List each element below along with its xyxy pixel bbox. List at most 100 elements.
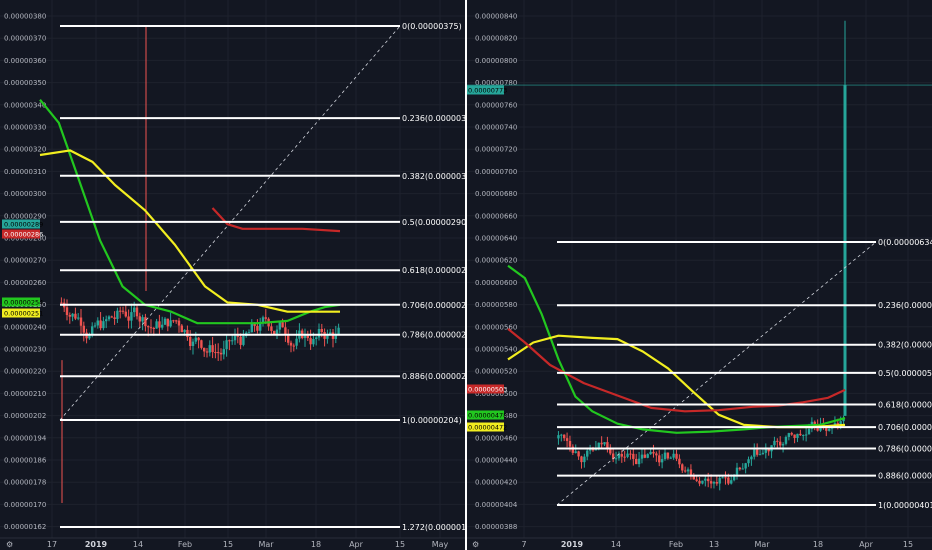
y-axis-tick-label: 0.00000660 — [475, 212, 517, 220]
candle-body — [643, 454, 647, 458]
price-tag — [466, 410, 504, 420]
candle-body — [586, 450, 589, 457]
moving-average-line[interactable] — [507, 328, 846, 413]
moving-average-line[interactable] — [39, 149, 340, 313]
candle-body — [637, 458, 641, 465]
chart-settings-icon[interactable]: ⚙ — [472, 540, 479, 549]
candle-body — [672, 453, 675, 458]
candle-body — [611, 453, 615, 459]
fib-level-label: 0.236(0.00000578) — [878, 301, 932, 310]
candle-body — [281, 322, 284, 328]
y-axis-tick-label: 0.00000260 — [4, 279, 46, 287]
candle-body — [259, 323, 262, 331]
candle-body — [724, 477, 727, 479]
candle-body — [753, 449, 756, 457]
candle-body — [77, 317, 80, 319]
candle-body — [655, 453, 658, 456]
candle-body — [130, 312, 133, 321]
candle-body — [683, 470, 687, 472]
candle-body — [799, 433, 802, 436]
candle-body — [261, 317, 265, 324]
candle-body — [632, 453, 635, 459]
price-tag — [466, 422, 504, 432]
y-axis-tick-label: 0.00000240 — [4, 323, 46, 331]
y-axis-tick-label: 0.00000270 — [4, 257, 46, 265]
candle-body — [337, 327, 340, 335]
candle-body — [580, 456, 583, 463]
candle-body — [557, 435, 560, 439]
chart-settings-icon[interactable]: ⚙ — [6, 540, 13, 549]
candle-body — [124, 311, 127, 317]
candle-body — [571, 446, 575, 453]
candle-body — [577, 451, 580, 457]
candle-body — [141, 317, 144, 322]
fib-level-label: 0.382(0.00000310) — [402, 172, 466, 181]
candle-body — [214, 352, 217, 354]
candle-body — [116, 310, 119, 319]
x-axis-tick-label: 14 — [133, 540, 143, 549]
panel-divider[interactable] — [465, 0, 467, 550]
candle-body — [236, 335, 239, 337]
candle-body — [603, 442, 606, 445]
y-axis-tick-label: 0.00000640 — [475, 235, 517, 243]
candle-body — [663, 452, 667, 460]
x-axis-tick-label: Mar — [258, 540, 274, 549]
right-price-chart[interactable]: 0.00000840 0.00000820 0.00000800 0.00000780… — [466, 0, 932, 550]
candle-body — [264, 317, 267, 319]
fib-level-label: 0.786(0.00000451) — [878, 445, 932, 454]
y-axis-tick-label: 0.00000202 — [4, 412, 46, 420]
candle-body — [217, 352, 220, 354]
fib-level-label: 0.618(0.00000490) — [878, 401, 932, 410]
candle-body — [256, 325, 259, 331]
candle-body — [326, 334, 329, 339]
x-axis-tick-label: Mar — [754, 540, 770, 549]
candle-body — [773, 440, 776, 446]
candle-body — [239, 336, 242, 345]
candle-body — [99, 320, 102, 329]
y-axis-tick-label: 0.00000170 — [4, 501, 46, 509]
candle-body — [197, 337, 200, 341]
price-tag — [466, 85, 504, 95]
candle-body — [107, 316, 111, 320]
fib-trend-line[interactable] — [59, 25, 401, 421]
candle-body — [194, 337, 197, 342]
candle-body — [678, 458, 681, 465]
candle-body — [646, 454, 649, 458]
y-axis-tick-label: 0.00000220 — [4, 368, 46, 376]
candle-body — [629, 453, 632, 455]
candle-body — [60, 302, 63, 304]
price-tag-label: 0.00000289 — [4, 221, 43, 229]
x-axis-tick-label: 7 — [521, 540, 526, 549]
y-axis-tick-label: 0.00000162 — [4, 523, 46, 531]
candle-body — [295, 338, 298, 346]
candle-body — [704, 478, 707, 481]
candle-body — [309, 338, 312, 345]
x-axis-tick-label: 2019 — [85, 540, 108, 549]
candle-body — [675, 453, 678, 459]
candle-body — [626, 453, 629, 457]
y-axis-tick-label: 0.00000700 — [475, 168, 517, 176]
left-price-chart[interactable]: 0.00000380 0.00000370 0.00000360 0.00000350… — [0, 0, 466, 550]
candle-body — [609, 447, 612, 454]
candle-body — [275, 329, 279, 335]
candle-body — [790, 433, 793, 435]
candle-body — [686, 469, 690, 472]
fib-level-label: 0(0.00000375) — [402, 22, 462, 31]
candle-body — [113, 317, 116, 319]
candle-body — [779, 441, 782, 446]
candle-body — [689, 469, 693, 476]
x-axis-tick-label: May — [432, 540, 449, 549]
candle-body — [289, 342, 293, 346]
candle-body — [149, 327, 153, 329]
fib-level-label: 0.706(0.00000470) — [878, 423, 932, 432]
candle-body — [591, 448, 595, 451]
moving-average-line[interactable] — [39, 99, 341, 325]
candle-body — [183, 329, 186, 333]
candle-body — [163, 318, 167, 325]
y-axis-tick-label: 0.00000720 — [475, 146, 517, 154]
candle-body — [842, 419, 845, 422]
candle-body — [807, 428, 811, 435]
price-tag — [2, 308, 40, 318]
chart-background — [0, 0, 466, 550]
chart-background — [466, 0, 932, 550]
